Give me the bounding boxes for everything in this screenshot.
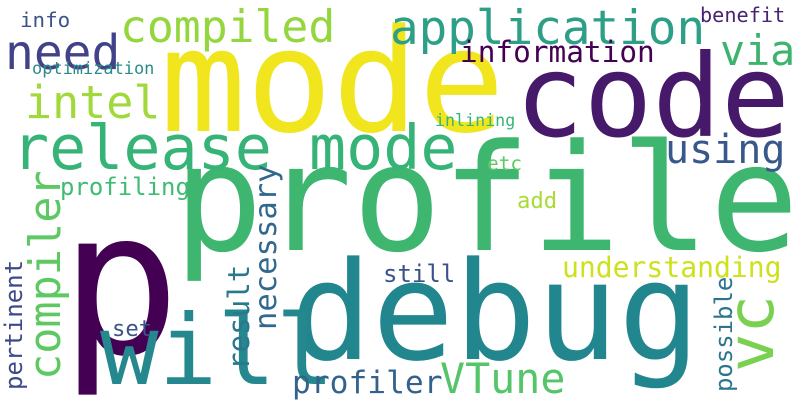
word-pertinent: pertinent bbox=[0, 259, 28, 390]
word-intel: intel bbox=[25, 76, 161, 129]
word-result: result bbox=[222, 264, 256, 370]
word-debug: debug bbox=[290, 233, 701, 392]
word-compiler: compiler bbox=[21, 170, 71, 380]
word-compiled: compiled bbox=[120, 1, 336, 53]
word-understanding: understanding bbox=[562, 251, 782, 284]
word-application: application bbox=[390, 1, 706, 56]
word-via: via bbox=[720, 26, 796, 75]
word-using: using bbox=[665, 127, 786, 173]
word-still: still bbox=[383, 260, 456, 288]
word-profile: profile bbox=[173, 112, 799, 285]
word-optimization: optimization bbox=[32, 58, 155, 78]
word-vtune: VTune bbox=[440, 354, 566, 400]
word-add: add bbox=[517, 188, 558, 214]
word-benefit: benefit bbox=[700, 3, 786, 27]
word-need: need bbox=[5, 26, 121, 81]
word-etc: etc bbox=[487, 152, 523, 175]
word-profiler: profiler bbox=[292, 364, 443, 400]
word-possible: possible bbox=[710, 276, 738, 392]
word-profiling: profiling bbox=[60, 173, 190, 201]
word-p: p bbox=[60, 168, 181, 400]
word-information: information bbox=[460, 35, 655, 69]
word-release-mode: release mode bbox=[12, 112, 458, 184]
word-will: will bbox=[100, 293, 335, 400]
word-set: set bbox=[112, 316, 153, 342]
word-mode: mode bbox=[160, 0, 505, 165]
word-info: info bbox=[20, 8, 71, 32]
word-inlining: inlining bbox=[435, 111, 516, 130]
word-code: code bbox=[515, 30, 790, 163]
word-necessary: necessary bbox=[249, 164, 284, 330]
